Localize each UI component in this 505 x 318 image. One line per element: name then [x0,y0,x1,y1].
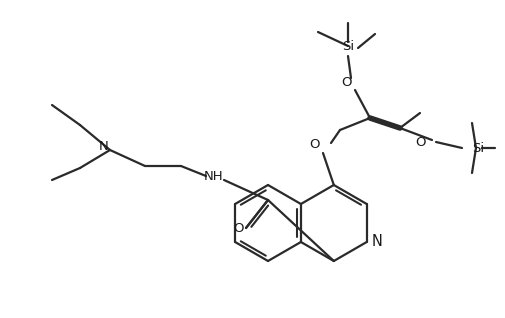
Text: N: N [372,234,383,250]
Text: Si: Si [472,142,484,155]
Text: NH: NH [204,169,224,183]
Text: O: O [310,139,320,151]
Text: O: O [342,75,352,88]
Text: N: N [99,140,109,153]
Text: O: O [416,135,426,149]
Text: O: O [233,222,243,234]
Text: Si: Si [342,39,354,52]
